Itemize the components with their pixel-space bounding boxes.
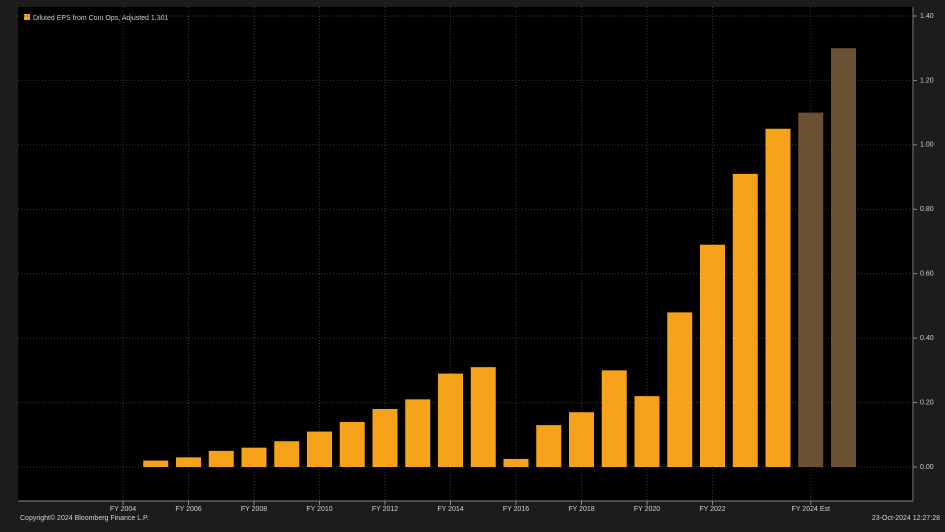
x-tick-label: FY 2014 — [437, 506, 463, 513]
bar — [831, 48, 856, 467]
bar — [176, 457, 201, 467]
y-tick-label: 1.40 — [920, 13, 934, 20]
bar — [405, 399, 431, 467]
x-tick-label: FY 2006 — [175, 506, 201, 513]
y-tick-label: 0.40 — [920, 335, 934, 342]
y-tick-label: 1.00 — [920, 142, 934, 149]
x-tick-label: FY 2008 — [241, 506, 267, 513]
timestamp: 23-Oct-2024 12:27:28 — [872, 515, 940, 522]
x-tick-label: FY 2012 — [372, 506, 398, 513]
y-tick-label: 0.20 — [920, 399, 934, 406]
y-tick-label: 1.20 — [920, 77, 934, 84]
x-tick-label: FY 2020 — [634, 506, 660, 513]
x-tick-label: FY 2022 — [699, 506, 725, 513]
bar — [241, 447, 267, 467]
bar — [372, 409, 398, 467]
y-tick-label: 0.80 — [920, 206, 934, 213]
x-tick-label: FY 2010 — [306, 506, 332, 513]
bar — [339, 421, 365, 467]
bar — [143, 460, 169, 467]
bar — [798, 112, 824, 468]
bar — [438, 373, 463, 467]
bar — [732, 173, 758, 467]
bar — [601, 370, 627, 467]
bar — [536, 425, 562, 467]
bar — [470, 367, 496, 467]
bar — [700, 244, 725, 467]
copyright: Copyright© 2024 Bloomberg Finance L.P. — [20, 514, 149, 522]
y-tick-label: 0.00 — [920, 464, 934, 471]
plot-area — [18, 7, 914, 501]
bar — [307, 431, 332, 467]
bar — [634, 396, 660, 467]
x-tick-label: FY 2018 — [568, 506, 594, 513]
x-tick-label: FY 2004 — [110, 506, 136, 513]
bar — [569, 412, 594, 467]
x-tick-label: FY 2024 Est — [792, 506, 830, 513]
x-tick-label: FY 2016 — [503, 506, 529, 513]
bar — [274, 441, 300, 467]
bar — [208, 450, 234, 467]
bar — [765, 128, 791, 467]
bar — [667, 312, 693, 467]
bar — [503, 458, 529, 467]
y-tick-label: 0.60 — [920, 271, 934, 278]
legend-label: Diluted EPS from Cont Ops, Adjusted 1.30… — [33, 15, 169, 22]
legend-swatch — [24, 14, 30, 20]
